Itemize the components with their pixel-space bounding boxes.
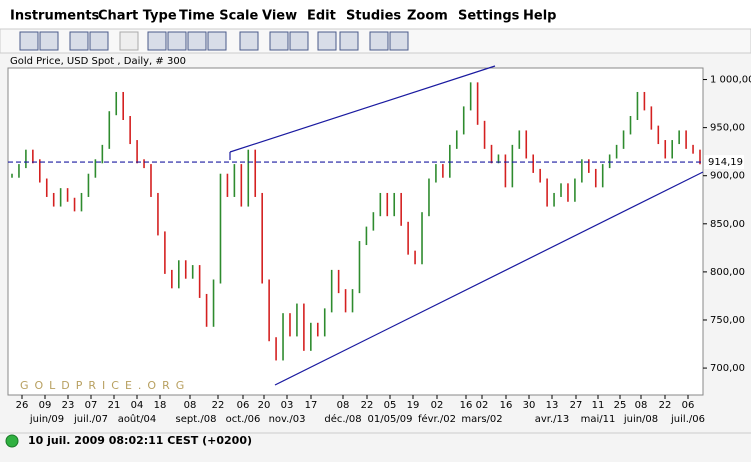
y-tick-label: 950,00 — [710, 123, 745, 134]
menu-item[interactable]: Time Scale — [179, 9, 259, 24]
x-tick-label: 06 — [682, 400, 695, 411]
x-tick-label: 23 — [62, 400, 75, 411]
x-tick-label: 27 — [570, 400, 583, 411]
menu-item[interactable]: Zoom — [407, 9, 448, 24]
x-tick-label: 11 — [592, 400, 605, 411]
menu-item[interactable]: Instruments — [10, 9, 100, 24]
menu-bar — [0, 0, 751, 29]
x-tick-label: 16 — [500, 400, 513, 411]
x-tick-label: 05 — [384, 400, 397, 411]
status-indicator — [5, 434, 19, 448]
toolbar-icons[interactable] — [19, 31, 409, 51]
y-tick-label: 900,00 — [710, 171, 745, 182]
x-period-label: juil./06 — [670, 414, 705, 425]
x-tick-label: 26 — [16, 400, 29, 411]
y-tick-label: 850,00 — [710, 219, 745, 230]
x-period-label: déc./08 — [324, 413, 361, 425]
x-tick-label: 07 — [85, 400, 98, 411]
y-tick-label: 750,00 — [710, 315, 745, 326]
y-tick-label: 1 000,00 — [710, 75, 751, 86]
x-period-label: févr./02 — [418, 413, 456, 425]
x-tick-label: 02 — [431, 400, 444, 411]
watermark: GOLDPRICE.ORG — [20, 379, 190, 392]
x-tick-label: 02 — [476, 400, 489, 411]
trend-line-upper — [229, 65, 496, 153]
x-tick-label: 03 — [281, 400, 294, 411]
x-tick-label: 16 — [460, 400, 473, 411]
status-text: 10 juil. 2009 08:02:11 CEST (+0200) — [28, 434, 252, 447]
plot-area — [7, 67, 704, 396]
menu-item[interactable]: Settings — [458, 9, 520, 24]
x-tick-label: 13 — [546, 400, 559, 411]
x-period-label: avr./13 — [535, 414, 570, 425]
x-tick-label: 04 — [131, 400, 144, 411]
x-tick-label: 17 — [305, 400, 318, 411]
menu-item[interactable]: Help — [523, 9, 556, 24]
x-tick-label: 25 — [614, 400, 627, 411]
last-price-box — [704, 155, 744, 170]
menu-item[interactable]: Studies — [346, 9, 401, 24]
x-period-label: nov./03 — [269, 414, 306, 425]
x-period-label: oct./06 — [226, 414, 261, 425]
x-tick-label: 18 — [154, 400, 167, 411]
chart-title: Gold Price, USD Spot , Daily, # 300 — [10, 56, 186, 67]
menu-item[interactable]: Chart Type — [98, 9, 177, 24]
x-tick-label: 22 — [361, 400, 374, 411]
y-tick-label: 700,00 — [710, 363, 745, 374]
x-tick-label: 06 — [237, 400, 250, 411]
x-period-label: mai/11 — [581, 414, 616, 425]
x-tick-label: 22 — [212, 400, 225, 411]
x-tick-label: 08 — [184, 400, 197, 411]
x-period-label: juil./07 — [73, 414, 108, 425]
x-tick-label: 08 — [635, 400, 648, 411]
x-tick-label: 19 — [407, 400, 420, 411]
y-tick-label: 800,00 — [710, 267, 745, 278]
x-tick-label: 20 — [258, 400, 271, 411]
x-period-label: 01/05/09 — [368, 414, 413, 425]
x-period-label: juin/08 — [623, 414, 658, 425]
x-period-label: juin/09 — [29, 414, 64, 425]
trend-line-lower — [274, 171, 704, 386]
x-period-label: sept./08 — [176, 414, 217, 425]
x-tick-label: 30 — [523, 400, 536, 411]
menu-item[interactable]: View — [262, 9, 297, 24]
menu-item[interactable]: Edit — [307, 9, 336, 24]
x-period-label: août/04 — [118, 413, 157, 425]
x-tick-label: 09 — [39, 400, 52, 411]
x-tick-label: 22 — [659, 400, 672, 411]
x-tick-label: 21 — [108, 400, 121, 411]
x-period-label: mars/02 — [461, 414, 502, 425]
last-price-label: 914,19 — [708, 157, 743, 168]
x-tick-label: 08 — [337, 400, 350, 411]
